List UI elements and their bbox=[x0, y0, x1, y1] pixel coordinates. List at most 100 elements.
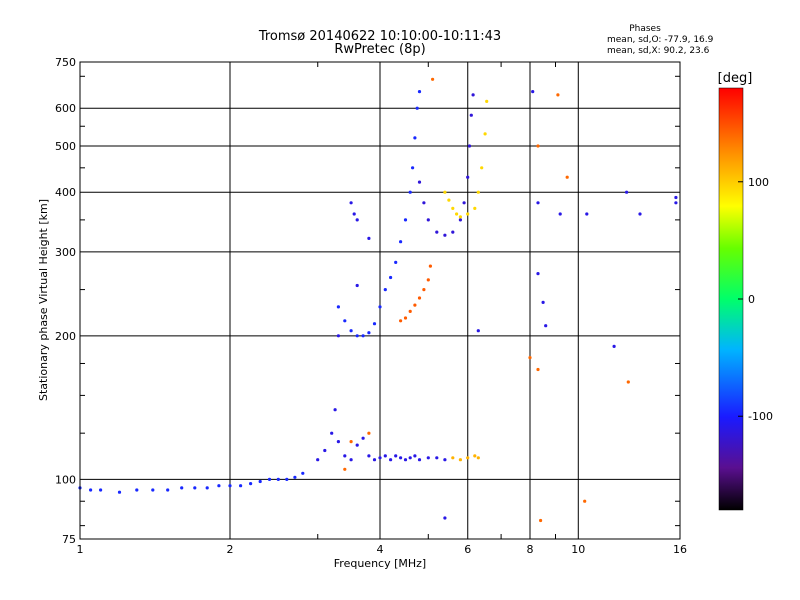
data-point bbox=[467, 144, 472, 148]
data-point bbox=[556, 93, 560, 97]
data-point bbox=[378, 456, 382, 460]
phase-legend-title: Phases bbox=[629, 24, 661, 34]
y-tick-label: 400 bbox=[55, 186, 76, 199]
data-point bbox=[205, 486, 209, 490]
data-point bbox=[431, 77, 435, 81]
data-point bbox=[349, 458, 353, 462]
y-axis-ticks: 75 100 200 300 400 500 600 750 bbox=[55, 56, 680, 546]
y-tick-label: 500 bbox=[55, 140, 76, 153]
data-point bbox=[674, 201, 678, 205]
data-point bbox=[343, 467, 347, 471]
data-point bbox=[389, 458, 393, 462]
data-point bbox=[293, 475, 297, 479]
data-point bbox=[451, 230, 455, 234]
data-point bbox=[466, 175, 470, 179]
data-point bbox=[536, 201, 540, 205]
data-point bbox=[476, 456, 480, 460]
data-point bbox=[426, 456, 430, 460]
data-point bbox=[451, 206, 455, 210]
data-point bbox=[394, 260, 398, 264]
y-tick-label: 600 bbox=[55, 102, 76, 115]
data-point bbox=[473, 206, 477, 210]
data-point bbox=[476, 190, 480, 194]
data-point bbox=[531, 90, 535, 94]
data-point bbox=[558, 212, 562, 216]
plot-frame bbox=[79, 61, 681, 540]
data-point bbox=[413, 303, 417, 307]
x-tick-label: 4 bbox=[377, 543, 384, 556]
data-point bbox=[408, 309, 412, 313]
data-point bbox=[415, 106, 419, 110]
data-point bbox=[458, 218, 462, 222]
data-point bbox=[399, 456, 403, 460]
data-point bbox=[367, 236, 371, 240]
data-point bbox=[626, 380, 630, 384]
data-point bbox=[455, 212, 459, 216]
data-point bbox=[408, 190, 412, 194]
x-tick-label: 6 bbox=[464, 543, 471, 556]
chart-title: Tromsø 20140622 10:10:00-10:11:43 bbox=[258, 29, 501, 44]
x-tick-label: 10 bbox=[571, 543, 585, 556]
data-point bbox=[443, 233, 447, 237]
data-point bbox=[536, 367, 540, 372]
data-point bbox=[367, 431, 371, 435]
data-point bbox=[361, 436, 365, 440]
data-point bbox=[301, 471, 305, 475]
data-point bbox=[383, 288, 387, 292]
data-point bbox=[417, 296, 422, 300]
data-point bbox=[413, 454, 417, 458]
colorbar-ticks: 100 0 -100 bbox=[738, 176, 773, 423]
data-point bbox=[336, 440, 340, 444]
data-point bbox=[451, 456, 455, 460]
data-point bbox=[458, 215, 462, 219]
data-point bbox=[193, 486, 197, 490]
data-point bbox=[151, 488, 155, 492]
data-point bbox=[462, 201, 466, 205]
data-point bbox=[471, 93, 475, 97]
data-point bbox=[539, 518, 543, 523]
data-point bbox=[217, 484, 221, 488]
data-point bbox=[469, 113, 473, 117]
data-point bbox=[330, 431, 334, 435]
data-point bbox=[473, 454, 477, 458]
data-point bbox=[249, 482, 253, 486]
data-point bbox=[355, 334, 359, 338]
data-point bbox=[413, 136, 417, 140]
data-point bbox=[585, 212, 589, 216]
data-point bbox=[135, 488, 139, 492]
data-point bbox=[565, 175, 569, 179]
data-point bbox=[323, 448, 327, 453]
x-tick-label: 1 bbox=[77, 543, 84, 556]
data-points bbox=[78, 77, 678, 523]
data-point bbox=[485, 99, 489, 103]
data-point bbox=[378, 305, 382, 309]
phase-legend-x: mean, sd,X: 90.2, 23.6 bbox=[607, 46, 710, 56]
data-point bbox=[428, 264, 432, 268]
x-axis-label: Frequency [MHz] bbox=[334, 557, 426, 570]
data-point bbox=[528, 356, 532, 360]
data-point bbox=[352, 212, 356, 216]
data-point bbox=[422, 288, 426, 292]
data-point bbox=[408, 456, 412, 460]
data-point bbox=[367, 454, 371, 458]
x-tick-label: 16 bbox=[673, 543, 687, 556]
chart-subtitle: RwPretec (8p) bbox=[334, 42, 425, 57]
data-point bbox=[426, 278, 430, 282]
data-point bbox=[89, 488, 93, 492]
x-tick-label: 2 bbox=[227, 543, 234, 556]
y-tick-label: 300 bbox=[55, 246, 76, 259]
data-point bbox=[180, 486, 184, 490]
data-point bbox=[458, 458, 462, 462]
data-point bbox=[349, 201, 353, 205]
data-point bbox=[372, 322, 377, 326]
x-tick-label: 8 bbox=[527, 543, 534, 556]
data-point bbox=[435, 456, 439, 460]
data-point bbox=[99, 488, 103, 492]
colorbar-tick-label: -100 bbox=[748, 410, 773, 423]
data-point bbox=[480, 166, 484, 170]
data-point bbox=[443, 190, 447, 194]
data-point bbox=[394, 454, 398, 458]
data-point bbox=[411, 166, 415, 170]
data-point bbox=[361, 334, 365, 338]
